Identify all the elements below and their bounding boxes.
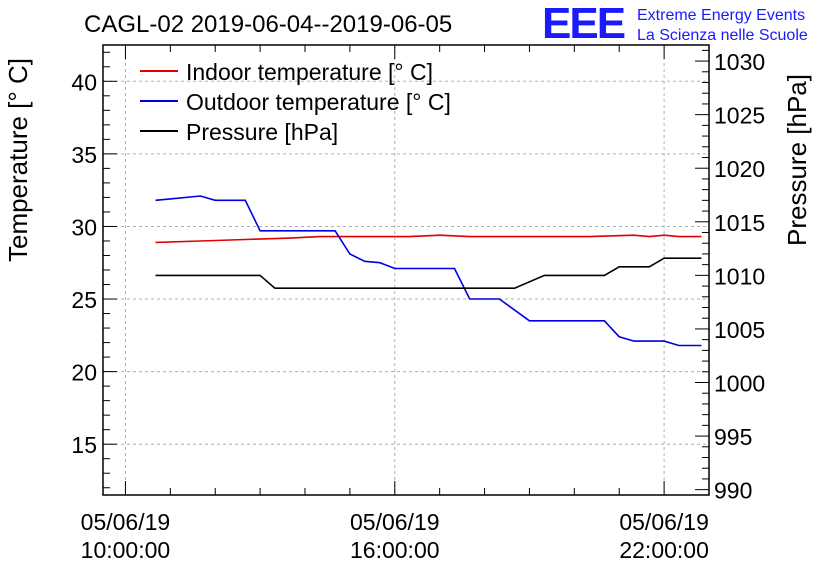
y-tick-label-left: 25 <box>71 287 97 313</box>
series-line-outdoor <box>155 195 702 347</box>
gridlines <box>103 45 709 495</box>
y-tick-label-left: 20 <box>71 360 97 386</box>
series-group <box>155 195 702 347</box>
y-tick-label-left: 15 <box>71 432 97 458</box>
axis-ticks: 15 20 25 30 35 40 990 995 1000 1005 1010 1015 1020 10… <box>71 45 765 563</box>
y-tick-label-right: 990 <box>714 478 752 504</box>
chart-title: CAGL-02 2019-06-04--2019-06-05 <box>84 11 452 38</box>
legend: Indoor temperature [° C] Outdoor tempera… <box>140 59 451 145</box>
legend-label-outdoor: Outdoor temperature [° C] <box>186 89 451 115</box>
x-tick-label-date: 05/06/19 <box>350 509 440 535</box>
y-axis-title-right: Pressure [hPa] <box>782 74 812 246</box>
logo-caption-line1: Extreme Energy Events <box>637 7 805 24</box>
y-tick-label-right: 1025 <box>714 103 765 129</box>
y-tick-label-right: 1030 <box>714 49 765 75</box>
y-tick-label-left: 30 <box>71 214 97 240</box>
x-tick-label-time: 22:00:00 <box>619 537 709 563</box>
y-tick-label-right: 1020 <box>714 156 765 182</box>
x-tick-label-date: 05/06/19 <box>619 509 709 535</box>
x-tick-label-time: 10:00:00 <box>81 537 171 563</box>
eee-logo: EEE <box>542 0 625 48</box>
y-axis-title-left: Temperature [° C] <box>3 58 33 262</box>
x-tick-label-date: 05/06/19 <box>81 509 171 535</box>
legend-label-indoor: Indoor temperature [° C] <box>186 59 433 85</box>
y-tick-label-right: 1000 <box>714 371 765 397</box>
y-tick-label-left: 40 <box>71 69 97 95</box>
y-tick-label-right: 1010 <box>714 263 765 289</box>
y-tick-label-right: 1005 <box>714 317 765 343</box>
x-tick-label-time: 16:00:00 <box>350 537 440 563</box>
logo-caption-line2: La Scienza nelle Scuole <box>637 27 808 44</box>
y-tick-label-right: 1015 <box>714 210 765 236</box>
y-tick-label-right: 995 <box>714 424 752 450</box>
y-tick-label-left: 35 <box>71 142 97 168</box>
series-line-indoor <box>155 234 702 244</box>
series-line-pressure <box>155 257 702 289</box>
legend-label-pressure: Pressure [hPa] <box>186 119 338 145</box>
